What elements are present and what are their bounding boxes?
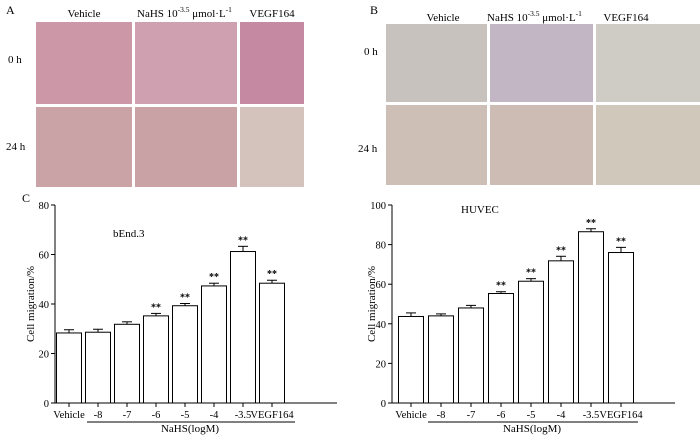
significance-marker: **	[496, 281, 506, 292]
bar	[428, 315, 454, 404]
significance-marker: **	[616, 236, 626, 247]
column-header-nahs: NaHS 10-3.5 μmol·L-1	[137, 5, 232, 20]
y-tick-label: 0	[381, 399, 386, 410]
micrograph-tile-vehicle-0h	[386, 24, 487, 102]
column-header-nahs-base: NaHS 10	[487, 12, 528, 24]
y-axis-label: Cell migration/%	[366, 266, 378, 342]
column-header-vegf164: VEGF164	[603, 12, 649, 24]
row-header-24h: 24 h	[6, 141, 26, 153]
panel-label-a: A	[6, 3, 15, 17]
x-tick-label: VEGF164	[250, 410, 294, 421]
y-tick-label: 60	[376, 280, 387, 291]
bar	[578, 231, 604, 404]
x-tick-label: -6	[152, 410, 161, 421]
micrograph-tile-nahs-24h	[490, 105, 593, 185]
micrograph-tile-vegf164-0h	[596, 24, 700, 102]
bar	[608, 252, 634, 404]
column-header-nahs-unit: μmol·L	[540, 12, 576, 24]
micrograph-tile-vehicle-0h	[36, 22, 132, 104]
column-header-nahs-exponent: -3.5	[528, 9, 540, 18]
x-tick-label: -8	[94, 410, 103, 421]
column-header-nahs-unit-exponent: -1	[576, 9, 582, 18]
bar	[259, 282, 285, 404]
x-tick-label: -5	[181, 410, 190, 421]
row-header-24h: 24 h	[358, 143, 378, 155]
micrograph-tile-nahs-0h	[135, 22, 237, 104]
micrograph-tile-vehicle-24h	[386, 105, 487, 185]
x-tick-label: -7	[467, 410, 476, 421]
y-tick-label: 60	[39, 251, 50, 262]
panel-label-c: C	[22, 191, 30, 205]
significance-marker: **	[238, 235, 248, 246]
x-tick-label: VEGF164	[599, 410, 643, 421]
y-tick-label: 100	[370, 201, 386, 212]
column-header-nahs-unit-exponent: -1	[226, 5, 232, 14]
x-tick-label: -3.5	[235, 410, 252, 421]
y-tick-label: 40	[376, 320, 387, 331]
x-axis-label: NaHS(logM)	[503, 423, 561, 435]
bar-chart-huvec: 0 20 40 60 80 100 Vehicle -8 -7 -6 ** -5 ** -4 ** -3.5 *…	[366, 201, 675, 435]
significance-marker: **	[151, 302, 161, 313]
bar	[518, 280, 544, 404]
significance-marker: **	[556, 245, 566, 256]
micrograph-tile-nahs-0h	[490, 24, 593, 102]
column-header-vehicle: Vehicle	[68, 8, 101, 20]
bar	[548, 260, 574, 404]
x-tick-label: -7	[123, 410, 132, 421]
panel-label-b: B	[370, 3, 378, 17]
micrograph-panel-a: A Vehicle NaHS 10-3.5 μmol·L-1 VEGF164 0…	[6, 3, 304, 187]
bar	[56, 332, 82, 404]
bar	[172, 305, 198, 404]
column-header-nahs-base: NaHS 10	[137, 8, 178, 20]
bar	[143, 315, 169, 404]
column-header-nahs-unit: μmol·L	[190, 8, 226, 20]
y-tick-label: 0	[44, 399, 49, 410]
y-tick-label: 40	[39, 300, 50, 311]
bar-chart-bend3: 0 20 40 60 80 Vehicle -8 -7 -6 ** -5 ** -4 ** -3.5 ** VE…	[25, 201, 337, 435]
chart-title: bEnd.3	[113, 228, 145, 240]
y-tick-label: 80	[376, 241, 387, 252]
row-header-0h: 0 h	[8, 54, 22, 66]
y-tick-label: 80	[39, 201, 50, 212]
y-axis-label: Cell migration/%	[25, 266, 37, 342]
x-tick-label: -6	[497, 410, 506, 421]
micrograph-tile-vegf164-24h	[240, 107, 304, 187]
x-tick-label: -8	[437, 410, 446, 421]
significance-marker: **	[586, 218, 596, 229]
chart-title: HUVEC	[461, 204, 499, 216]
x-tick-label: Vehicle	[395, 410, 427, 421]
significance-marker: **	[209, 272, 219, 283]
x-tick-label: -5	[527, 410, 536, 421]
row-header-0h: 0 h	[364, 46, 378, 58]
bar	[488, 293, 514, 404]
column-header-vehicle: Vehicle	[427, 12, 460, 24]
x-tick-label: -4	[557, 410, 566, 421]
micrograph-tile-vegf164-0h	[240, 22, 304, 104]
bar	[230, 251, 256, 404]
x-tick-label: Vehicle	[53, 410, 85, 421]
bar	[398, 315, 424, 404]
significance-marker: **	[267, 269, 277, 280]
bar	[458, 307, 484, 404]
micrograph-tile-nahs-24h	[135, 107, 237, 187]
significance-marker: **	[180, 293, 190, 304]
bar	[114, 323, 140, 404]
significance-marker: **	[526, 268, 536, 279]
column-header-nahs: NaHS 10-3.5 μmol·L-1	[487, 9, 582, 24]
x-axis-label: NaHS(logM)	[161, 423, 219, 435]
y-tick-label: 20	[39, 350, 50, 361]
micrograph-tile-vegf164-24h	[596, 105, 700, 185]
x-tick-label: -4	[210, 410, 219, 421]
column-header-vegf164: VEGF164	[249, 8, 295, 20]
bar	[85, 331, 111, 404]
y-tick-label: 20	[376, 359, 387, 370]
column-header-nahs-exponent: -3.5	[178, 5, 190, 14]
micrograph-tile-vehicle-24h	[36, 107, 132, 187]
x-tick-label: -3.5	[583, 410, 600, 421]
bar	[201, 285, 227, 404]
micrograph-panel-b: B Vehicle NaHS 10-3.5 μmol·L-1 VEGF164 0…	[358, 3, 700, 185]
